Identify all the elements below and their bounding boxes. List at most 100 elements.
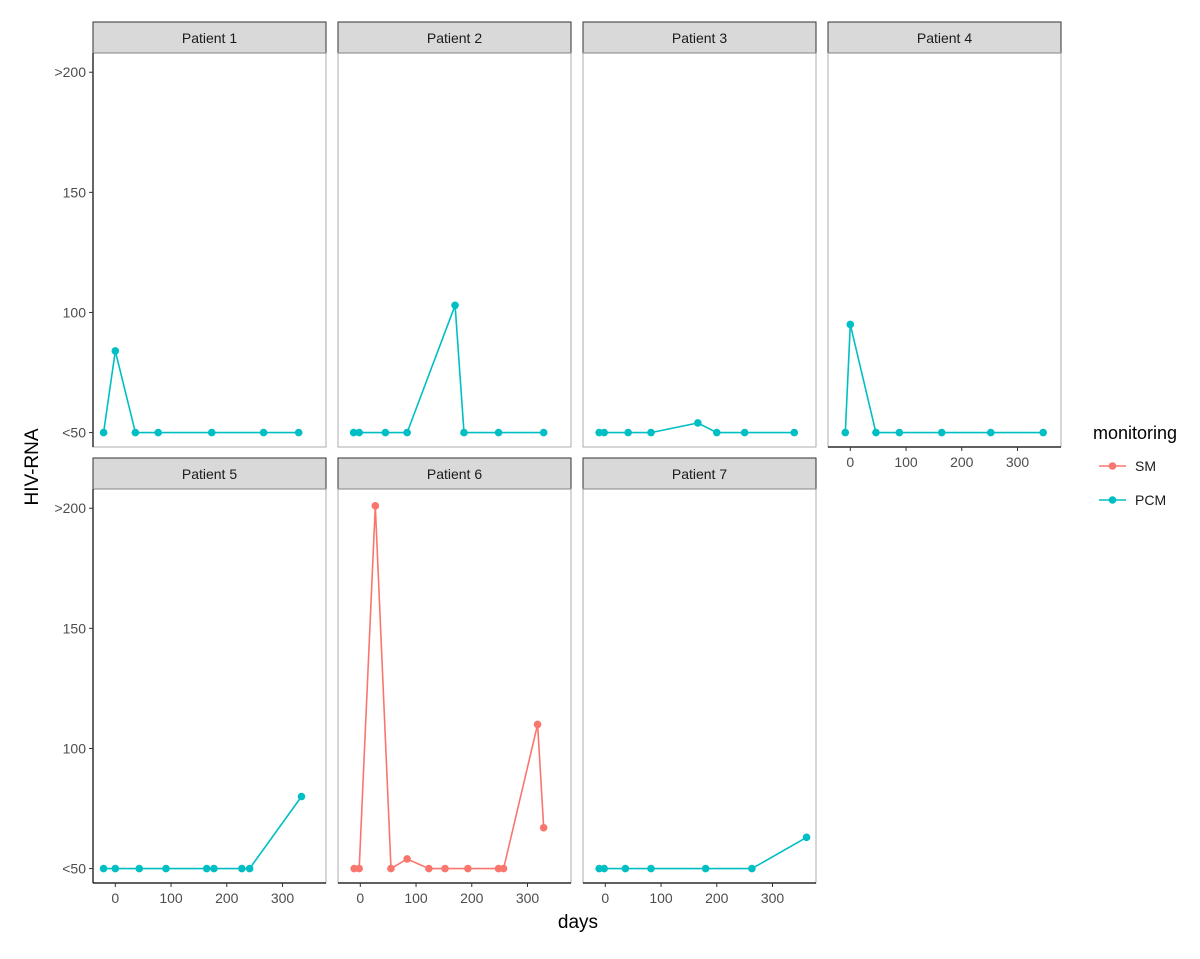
data-point <box>499 864 508 873</box>
data-point <box>647 428 655 437</box>
data-point <box>790 428 799 437</box>
data-point <box>494 428 503 437</box>
data-point <box>154 428 163 437</box>
x-tick-label: 200 <box>950 454 974 470</box>
facet-panel: Patient 6 0 100 200 300 <box>337 457 572 906</box>
data-point <box>111 347 120 355</box>
legend-title: monitoring <box>1093 423 1177 443</box>
y-tick-label: <50 <box>62 861 86 877</box>
x-tick-label: 0 <box>601 890 609 906</box>
series-line-sm <box>354 505 545 870</box>
facet-strip <box>582 457 817 490</box>
data-point <box>748 864 756 873</box>
panel-border <box>337 52 572 448</box>
panel-border <box>582 488 817 884</box>
facet-panel: Patient 7 0 100 200 300 <box>582 457 817 906</box>
legend-key-point <box>1108 462 1117 470</box>
data-point <box>533 720 542 729</box>
x-tick-label: 100 <box>894 454 918 470</box>
data-point <box>986 428 995 437</box>
x-tick-label: 0 <box>846 454 854 470</box>
series-line-pcm <box>353 305 544 434</box>
data-point <box>621 864 630 873</box>
y-tick-label: 150 <box>63 184 87 200</box>
panel-border <box>92 52 327 448</box>
facet-strip-label: Patient 5 <box>182 466 237 482</box>
legend-label: PCM <box>1135 492 1166 508</box>
x-axis-title: days <box>558 912 598 933</box>
facet-panel: Patient 1 <50 100 150 >200 <box>54 21 327 448</box>
facet-strip <box>337 21 572 54</box>
data-point <box>135 864 144 873</box>
legend-label: SM <box>1135 458 1156 474</box>
facet-strip-label: Patient 4 <box>917 30 972 46</box>
x-tick-label: 200 <box>215 890 239 906</box>
data-point <box>701 864 710 873</box>
y-tick-label: 100 <box>63 740 87 756</box>
facet-strip-label: Patient 6 <box>427 466 482 482</box>
data-point <box>425 864 433 873</box>
data-point <box>694 419 702 427</box>
y-tick-label: >200 <box>54 64 86 80</box>
data-point <box>539 428 548 437</box>
data-point <box>841 428 850 437</box>
data-point <box>624 428 632 437</box>
data-point <box>99 864 108 873</box>
data-point <box>740 428 749 437</box>
data-point <box>294 428 303 437</box>
x-tick-label: 200 <box>460 890 484 906</box>
data-point <box>441 864 449 873</box>
y-tick-label: <50 <box>62 425 86 441</box>
data-point <box>355 864 363 873</box>
data-point <box>600 864 608 873</box>
series-line-pcm <box>102 350 299 434</box>
data-point <box>259 428 268 437</box>
data-point <box>403 428 411 437</box>
x-tick-label: 300 <box>1006 454 1030 470</box>
data-point <box>647 864 655 873</box>
data-point <box>371 502 380 510</box>
data-point <box>403 855 411 863</box>
facet-panel: Patient 3 <box>582 21 817 448</box>
data-point <box>872 428 880 437</box>
facet-strip-label: Patient 1 <box>182 30 237 46</box>
data-point <box>207 428 216 437</box>
panel-border <box>827 52 1062 448</box>
data-point <box>451 301 459 310</box>
facet-panel: Patient 5 <50 100 150 >200 0 100 200 300 <box>54 457 327 906</box>
facet-strip <box>827 21 1062 54</box>
series-line-pcm <box>844 324 1044 434</box>
series-line-pcm <box>103 796 303 870</box>
data-point <box>349 428 358 437</box>
data-point <box>712 428 721 437</box>
data-point <box>846 320 855 329</box>
facet-panel: Patient 4 0 100 200 300 <box>827 21 1062 470</box>
y-axis-title: HIV-RNA <box>22 428 43 505</box>
series-line-pcm <box>599 422 795 434</box>
y-tick-label: >200 <box>54 500 86 516</box>
facet-strip-label: Patient 3 <box>672 30 727 46</box>
x-tick-label: 300 <box>271 890 295 906</box>
data-point <box>600 428 608 437</box>
facet-strip-label: Patient 2 <box>427 30 482 46</box>
x-tick-label: 300 <box>761 890 785 906</box>
data-point <box>381 428 390 437</box>
data-point <box>1039 428 1047 437</box>
panel-border <box>582 52 817 448</box>
x-tick-label: 100 <box>404 890 428 906</box>
x-tick-label: 200 <box>705 890 729 906</box>
data-point <box>111 864 120 873</box>
legend-key-point <box>1108 496 1117 504</box>
data-point <box>539 823 548 832</box>
y-tick-label: 150 <box>63 620 87 636</box>
data-point <box>937 428 946 437</box>
x-tick-label: 0 <box>111 890 119 906</box>
data-point <box>210 864 218 873</box>
data-point <box>131 428 140 437</box>
data-point <box>99 428 108 437</box>
facet-panel: Patient 2 <box>337 21 572 448</box>
data-point <box>460 428 468 437</box>
data-point <box>245 864 254 873</box>
data-point <box>387 864 395 873</box>
